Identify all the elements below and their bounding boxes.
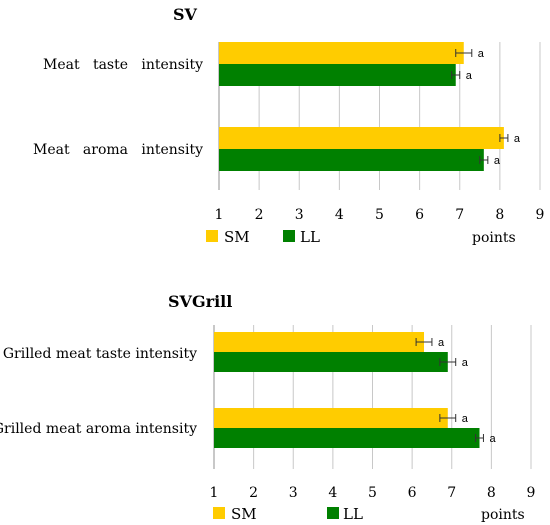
bar-ll xyxy=(219,149,484,171)
bar-sm xyxy=(214,332,425,352)
error-bar xyxy=(455,49,473,57)
panel-svgrill: SVGrill a a a a Grilled meat taste intensit… xyxy=(0,292,535,523)
error-bar xyxy=(439,358,457,366)
category-label: Grilled meat taste intensity xyxy=(3,346,197,362)
x-tick-label: 9 xyxy=(527,485,536,501)
legend-label-ll: LL xyxy=(343,505,363,523)
legend-swatch-sm xyxy=(206,230,218,242)
x-tick-label: 3 xyxy=(295,207,304,223)
x-tick-label: 3 xyxy=(289,485,298,501)
error-bar xyxy=(415,338,433,346)
x-axis-label: points xyxy=(472,230,516,246)
significance-label: a xyxy=(466,70,473,82)
error-bar xyxy=(439,414,457,422)
bar-ll xyxy=(214,428,480,448)
legend-label-ll: LL xyxy=(300,228,320,246)
bar-sm xyxy=(219,42,464,64)
x-tick-label: 6 xyxy=(415,207,424,223)
x-tick-label: 9 xyxy=(536,207,545,223)
x-tick-label: 4 xyxy=(335,207,344,223)
significance-label: a xyxy=(514,133,521,145)
x-tick-label: 5 xyxy=(375,207,384,223)
significance-label: a xyxy=(494,155,501,167)
bar-sm xyxy=(214,408,448,428)
x-tick-label: 8 xyxy=(495,207,504,223)
legend-label-sm: SM xyxy=(224,228,250,246)
x-tick-label: 4 xyxy=(328,485,337,501)
bar-sm xyxy=(219,127,504,149)
x-tick-label: 7 xyxy=(447,485,456,501)
x-tick-label: 6 xyxy=(408,485,417,501)
error-bar xyxy=(499,134,509,142)
panel-title: SV xyxy=(173,5,198,24)
significance-label: a xyxy=(462,357,469,369)
category-label: Meat taste intensity xyxy=(43,57,203,73)
legend-swatch-ll xyxy=(327,507,339,519)
category-label: Meat aroma intensity xyxy=(33,142,203,158)
bar-ll xyxy=(219,64,456,86)
legend-swatch-ll xyxy=(283,230,295,242)
legend-label-sm: SM xyxy=(231,505,257,523)
x-tick-label: 2 xyxy=(249,485,258,501)
x-tick-label: 2 xyxy=(255,207,264,223)
category-label: Grilled meat aroma intensity xyxy=(0,421,197,437)
x-axis-label: points xyxy=(481,507,525,523)
x-tick-label: 5 xyxy=(368,485,377,501)
error-bar xyxy=(479,156,489,164)
significance-label: a xyxy=(438,337,445,349)
x-tick-label: 1 xyxy=(210,485,219,501)
legend-swatch-sm xyxy=(213,507,225,519)
significance-label: a xyxy=(462,413,469,425)
x-tick-label: 7 xyxy=(455,207,464,223)
x-tick-label: 8 xyxy=(487,485,496,501)
significance-label: a xyxy=(478,48,485,60)
x-tick-label: 1 xyxy=(215,207,224,223)
bar-ll xyxy=(214,352,448,372)
error-bar xyxy=(451,71,461,79)
significance-label: a xyxy=(489,433,496,445)
error-bar xyxy=(475,434,484,442)
panel-title: SVGrill xyxy=(168,292,232,311)
